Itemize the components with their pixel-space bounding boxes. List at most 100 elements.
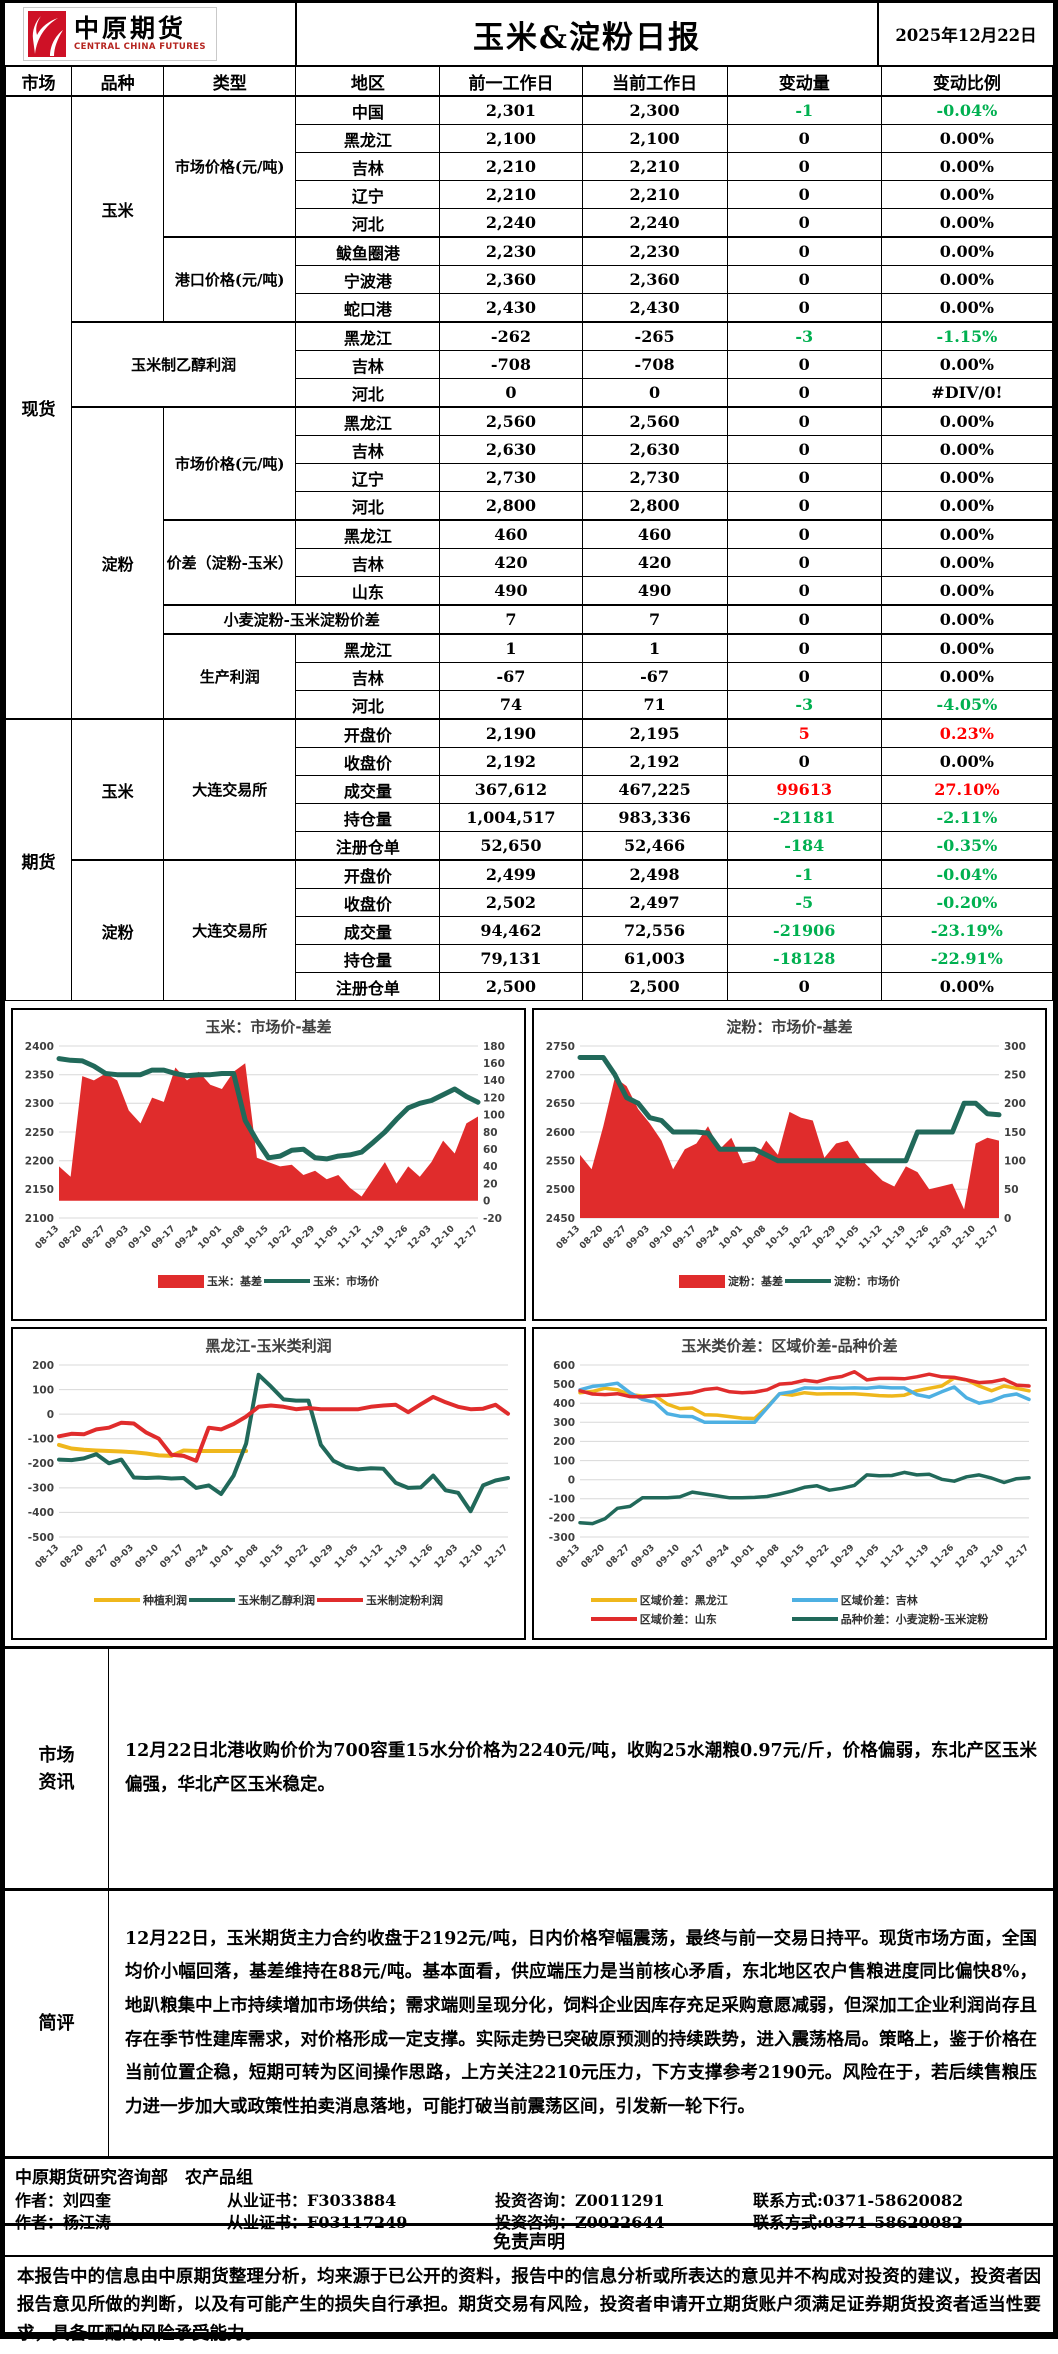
table-cell: 大连交易所 bbox=[163, 718, 297, 861]
legend-label: 玉米制乙醇利润 bbox=[238, 1594, 315, 1607]
table-cell: 467,225 bbox=[581, 775, 728, 804]
svg-text:11-05: 11-05 bbox=[854, 1543, 881, 1570]
disclaimer-body: 本报告中的信息由中原期货整理分析，均来源于已公开的资料，报告中的信息分析或所表达… bbox=[5, 2257, 1053, 2354]
svg-text:11-12: 11-12 bbox=[358, 1543, 385, 1570]
table-cell: 99613 bbox=[726, 775, 882, 804]
table-row: 持仓量 79,131 61,003 -18128 -22.91% bbox=[6, 944, 1054, 973]
svg-text:10-29: 10-29 bbox=[811, 1224, 838, 1251]
table-cell: 期货 bbox=[4, 718, 73, 1001]
table-cell: 490 bbox=[439, 576, 583, 606]
table-cell: -67 bbox=[439, 662, 583, 691]
table-cell: 2,500 bbox=[439, 972, 583, 1001]
author-field: 作者：刘四奎 bbox=[15, 2191, 112, 2210]
chart-legend: 区域价差：黑龙江 区域价差：吉林 区域价差：山东 品种价差：小麦淀粉-玉米淀粉 bbox=[534, 1591, 1045, 1631]
svg-text:09-24: 09-24 bbox=[694, 1224, 721, 1251]
svg-text:2350: 2350 bbox=[25, 1070, 54, 1082]
svg-text:-400: -400 bbox=[28, 1507, 54, 1519]
section-label-text: 简评 bbox=[38, 2013, 75, 2034]
svg-text:09-24: 09-24 bbox=[704, 1543, 731, 1570]
table-cell: 2,498 bbox=[581, 859, 728, 889]
svg-text:0: 0 bbox=[1004, 1213, 1011, 1225]
svg-text:11-19: 11-19 bbox=[360, 1224, 387, 1251]
table-cell: -3 bbox=[726, 321, 882, 351]
svg-text:12-17: 12-17 bbox=[974, 1224, 1001, 1251]
table-cell: 0 bbox=[726, 208, 882, 238]
svg-text:10-15: 10-15 bbox=[764, 1224, 791, 1251]
svg-text:08-20: 08-20 bbox=[578, 1224, 605, 1251]
table-row: 收盘价 2,502 2,497 -5 -0.20% bbox=[6, 888, 1054, 917]
table-cell: 2,195 bbox=[581, 718, 728, 748]
svg-text:08-27: 08-27 bbox=[80, 1224, 107, 1251]
section-label-text: 市场资讯 bbox=[38, 1744, 75, 1793]
logo: 中原期货 CENTRAL CHINA FUTURES bbox=[5, 3, 297, 65]
author-field: 从业证书：F3033884 bbox=[227, 2191, 397, 2210]
legend-label: 玉米：基差 bbox=[207, 1275, 262, 1288]
svg-text:11-05: 11-05 bbox=[333, 1543, 360, 1570]
table-cell: 成交量 bbox=[295, 775, 441, 804]
svg-text:150: 150 bbox=[1004, 1127, 1026, 1139]
table-cell: 2,301 bbox=[439, 95, 583, 125]
table-cell: 94,462 bbox=[439, 916, 583, 945]
svg-text:200: 200 bbox=[1004, 1098, 1026, 1110]
table-row: 吉林 420 420 0 0.00% bbox=[6, 548, 1054, 577]
svg-text:11-26: 11-26 bbox=[383, 1224, 410, 1251]
svg-text:09-24: 09-24 bbox=[183, 1543, 210, 1570]
svg-text:11-26: 11-26 bbox=[408, 1543, 435, 1570]
legend-label: 区域价差：山东 bbox=[639, 1613, 717, 1626]
svg-text:09-03: 09-03 bbox=[108, 1543, 135, 1570]
author-field: 联系方式:0371-58620082 bbox=[753, 2212, 964, 2232]
report-date: 2025年12月22日 bbox=[877, 3, 1053, 65]
svg-text:08-13: 08-13 bbox=[34, 1224, 61, 1251]
market-info-label: 市场资讯 bbox=[5, 1649, 109, 1888]
legend-item: 种植利润 bbox=[94, 1592, 187, 1608]
table-cell: 黑龙江 bbox=[295, 406, 441, 436]
svg-text:10-15: 10-15 bbox=[779, 1543, 806, 1570]
svg-text:10-15: 10-15 bbox=[258, 1543, 285, 1570]
svg-text:09-03: 09-03 bbox=[103, 1224, 130, 1251]
svg-text:08-27: 08-27 bbox=[601, 1224, 628, 1251]
table-cell: 0 bbox=[726, 604, 882, 635]
brief-label: 简评 bbox=[5, 1891, 109, 2156]
table-row: 价差（淀粉-玉米） 黑龙江 460 460 0 0.00% bbox=[6, 519, 1054, 606]
legend-swatch bbox=[158, 1274, 204, 1288]
table-cell: 玉米制乙醇利润 bbox=[71, 321, 297, 408]
svg-text:10-08: 10-08 bbox=[233, 1543, 260, 1570]
table-cell: 0 bbox=[726, 972, 882, 1001]
table-cell: 河北 bbox=[295, 378, 441, 408]
svg-text:10-01: 10-01 bbox=[729, 1543, 756, 1570]
table-cell: 2,502 bbox=[439, 888, 583, 917]
svg-text:12-03: 12-03 bbox=[433, 1543, 460, 1570]
svg-text:11-12: 11-12 bbox=[857, 1224, 884, 1251]
table-cell: 玉米 bbox=[71, 718, 165, 861]
svg-text:12-17: 12-17 bbox=[1004, 1543, 1031, 1570]
table-cell: -18128 bbox=[726, 944, 882, 973]
table-row: 持仓量 1,004,517 983,336 -21181 -2.11% bbox=[6, 803, 1054, 832]
legend-swatch bbox=[590, 1598, 637, 1602]
svg-text:140: 140 bbox=[483, 1075, 505, 1087]
svg-text:10-15: 10-15 bbox=[243, 1224, 270, 1251]
svg-text:2500: 2500 bbox=[546, 1184, 575, 1196]
table-cell: 460 bbox=[439, 519, 583, 549]
table-row: 山东 490 490 0 0.00% bbox=[6, 576, 1054, 606]
chart-svg: 2100 2150 2200 2250 2300 2350 2400 -20 0 20 40 60 80… bbox=[25, 1041, 505, 1252]
table-cell: 0.00% bbox=[880, 548, 1054, 577]
table-cell: 收盘价 bbox=[295, 888, 441, 917]
column-header: 前一工作日 bbox=[439, 66, 583, 97]
logo-name-cn: 中原期货 bbox=[74, 13, 187, 43]
svg-text:10-08: 10-08 bbox=[220, 1224, 247, 1251]
logo-name-en: CENTRAL CHINA FUTURES bbox=[74, 42, 206, 53]
svg-text:300: 300 bbox=[553, 1417, 575, 1429]
svg-text:12-03: 12-03 bbox=[954, 1543, 981, 1570]
table-row: 辽宁 2,730 2,730 0 0.00% bbox=[6, 463, 1054, 492]
table-row: 收盘价 2,192 2,192 0 0.00% bbox=[6, 747, 1054, 776]
svg-text:10-29: 10-29 bbox=[290, 1224, 317, 1251]
table-cell: 0 bbox=[726, 180, 882, 209]
market-info-body: 12月22日北港收购价价为700容重15水分价格为2240元/吨，收购25水潮粮… bbox=[109, 1649, 1053, 1888]
legend-label: 淀粉：市场价 bbox=[834, 1275, 900, 1288]
legend-label: 玉米制淀粉利润 bbox=[366, 1594, 443, 1607]
table-cell: -23.19% bbox=[880, 916, 1054, 945]
table-cell: 0 bbox=[726, 265, 882, 294]
table-cell: 吉林 bbox=[295, 152, 441, 181]
svg-text:08-13: 08-13 bbox=[555, 1224, 582, 1251]
table-row: 黑龙江 2,100 2,100 0 0.00% bbox=[6, 124, 1054, 153]
